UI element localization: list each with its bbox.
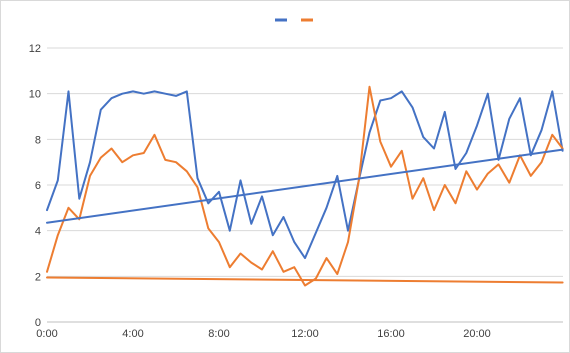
trendline-3 [46,276,564,284]
x-tick-label: 16:00 [377,328,405,340]
y-axis-ticks: 0 2 4 6 8 10 12 [29,43,41,329]
series-line-0 [46,90,564,260]
y-tick-label: 10 [29,89,41,101]
series-line-1 [46,85,564,287]
x-axis-ticks: 0:00 4:00 8:00 12:00 16:00 20:00 [36,328,490,340]
gridlines [47,47,563,323]
trendline-2 [46,148,564,224]
y-tick-label: 8 [35,134,41,146]
y-tick-label: 6 [35,180,41,192]
x-tick-label: 0:00 [36,328,57,340]
x-tick-label: 4:00 [122,328,143,340]
y-tick-label: 0 [35,317,41,329]
y-tick-label: 12 [29,43,41,55]
x-tick-label: 20:00 [463,328,491,340]
x-tick-label: 12:00 [291,328,319,340]
plot-area [46,85,564,287]
y-tick-label: 4 [35,226,41,238]
y-tick-label: 2 [35,271,41,283]
x-tick-label: 8:00 [208,328,229,340]
